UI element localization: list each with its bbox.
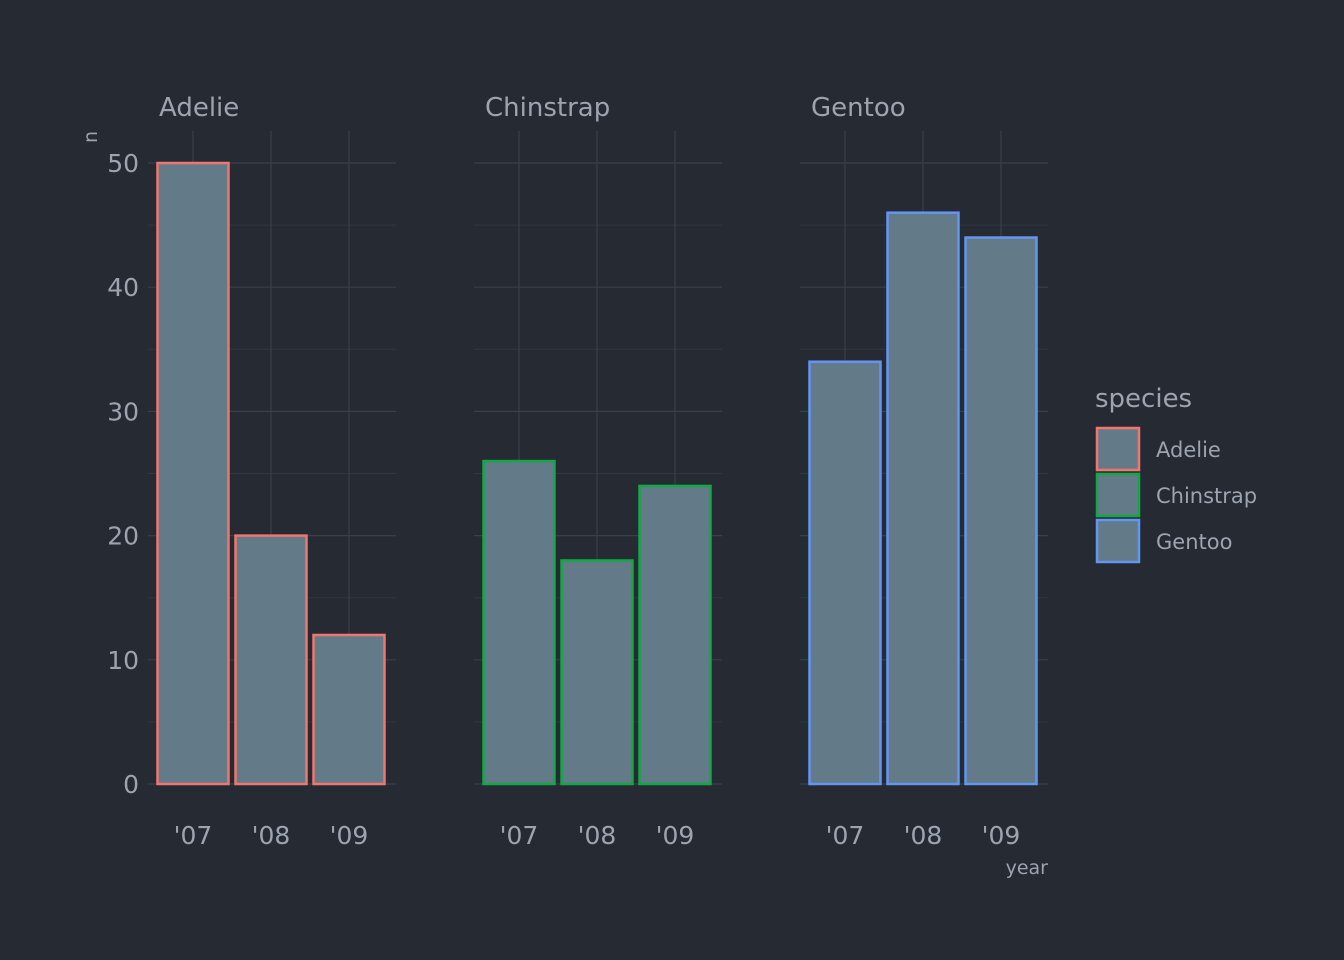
y-tick-label: 30: [107, 397, 139, 426]
bar-gentoo-09: [964, 236, 1038, 786]
y-tick-label: 50: [107, 149, 139, 178]
x-axis-title: year: [1006, 857, 1049, 879]
x-tick-label: '09: [330, 821, 369, 850]
legend-key-adelie: [1095, 426, 1141, 472]
facet-title-gentoo: Gentoo: [811, 93, 906, 123]
bar-chinstrap-09: [638, 484, 712, 786]
y-tick-label: 0: [123, 770, 139, 799]
legend-key-gentoo: [1095, 518, 1141, 564]
bars-layer: [156, 161, 1038, 786]
legend: species Adelie Chinstrap Gentoo: [1095, 384, 1257, 564]
facet-title-chinstrap: Chinstrap: [485, 93, 610, 123]
x-tick-label: '09: [656, 821, 695, 850]
x-tick-label: '08: [904, 821, 943, 850]
labels-layer: Adelie '07 '08 '09 Chinstrap '07 '08 '09 Gentoo '…: [80, 93, 1048, 879]
bar-chinstrap-08: [560, 559, 634, 786]
y-axis-title: n: [80, 131, 102, 143]
legend-title: species: [1095, 384, 1192, 414]
legend-label-adelie: Adelie: [1156, 438, 1221, 462]
legend-label-gentoo: Gentoo: [1156, 530, 1232, 554]
x-tick-label: '07: [500, 821, 539, 850]
bar-adelie-09: [312, 633, 386, 786]
x-tick-label: '09: [982, 821, 1021, 850]
bar-adelie-08: [234, 534, 308, 786]
legend-key-chinstrap: [1095, 472, 1141, 518]
bar-gentoo-08: [886, 211, 960, 786]
x-tick-label: '07: [174, 821, 213, 850]
y-tick-label: 40: [107, 273, 139, 302]
bar-gentoo-07: [808, 360, 882, 786]
facet-title-adelie: Adelie: [159, 93, 239, 123]
legend-label-chinstrap: Chinstrap: [1156, 484, 1257, 508]
x-tick-label: '08: [578, 821, 617, 850]
y-tick-label: 10: [107, 646, 139, 675]
bar-adelie-07: [156, 161, 230, 786]
bar-chinstrap-07: [482, 459, 556, 786]
x-tick-label: '07: [826, 821, 865, 850]
x-tick-label: '08: [252, 821, 291, 850]
y-tick-label: 20: [107, 522, 139, 551]
